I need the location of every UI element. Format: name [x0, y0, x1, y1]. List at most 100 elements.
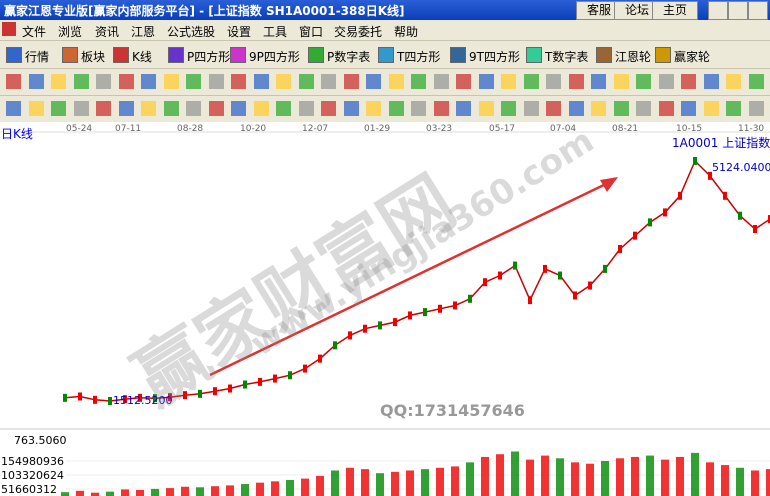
menu-item[interactable]: 资讯: [95, 25, 120, 39]
tool-icon[interactable]: [208, 74, 224, 89]
title-button[interactable]: 客服: [576, 1, 622, 20]
menu-item[interactable]: 文件: [22, 25, 47, 39]
tool-icon[interactable]: [613, 101, 629, 116]
tool-icon[interactable]: [141, 74, 156, 89]
tool-icon[interactable]: [613, 74, 629, 89]
tool-icon[interactable]: [388, 74, 404, 89]
tool-icon[interactable]: [168, 47, 184, 63]
tool-icon[interactable]: [748, 101, 764, 116]
tool-button[interactable]: 9T四方形: [469, 50, 520, 64]
tool-icon[interactable]: [96, 74, 111, 89]
menu-item[interactable]: 窗口: [299, 25, 324, 39]
tool-icon[interactable]: [73, 101, 89, 116]
tool-icon[interactable]: [681, 101, 696, 116]
tool-icon[interactable]: [298, 74, 314, 89]
tool-icon[interactable]: [6, 74, 21, 89]
tool-icon[interactable]: [343, 101, 359, 116]
tool-icon[interactable]: [276, 74, 291, 89]
menu-item[interactable]: 工具: [263, 25, 288, 39]
tool-icon[interactable]: [568, 101, 584, 116]
tool-icon[interactable]: [321, 101, 336, 116]
tool-icon[interactable]: [726, 74, 741, 89]
tool-icon[interactable]: [6, 101, 21, 116]
tool-icon[interactable]: [163, 74, 179, 89]
tool-button[interactable]: 江恩轮: [615, 50, 652, 64]
menu-item[interactable]: 江恩: [131, 25, 156, 39]
window-control[interactable]: [748, 1, 768, 20]
tool-icon[interactable]: [726, 101, 741, 116]
tool-icon[interactable]: [308, 47, 324, 63]
menu-item[interactable]: 交易委托: [334, 25, 383, 39]
tool-button[interactable]: K线: [132, 50, 152, 64]
tool-icon[interactable]: [523, 101, 539, 116]
tool-icon[interactable]: [456, 101, 471, 116]
tool-icon[interactable]: [366, 101, 381, 116]
tool-icon[interactable]: [501, 74, 516, 89]
tool-icon[interactable]: [636, 101, 651, 116]
tool-icon[interactable]: [456, 74, 471, 89]
menu-item[interactable]: 公式选股: [167, 25, 216, 39]
tool-icon[interactable]: [411, 74, 426, 89]
tool-icon[interactable]: [141, 101, 156, 116]
tool-button[interactable]: P四方形: [187, 50, 231, 64]
tool-icon[interactable]: [526, 47, 542, 63]
tool-icon[interactable]: [388, 101, 404, 116]
tool-icon[interactable]: [186, 74, 201, 89]
tool-icon[interactable]: [366, 74, 381, 89]
tool-icon[interactable]: [118, 101, 134, 116]
tool-icon[interactable]: [703, 74, 719, 89]
window-control[interactable]: [708, 1, 728, 20]
menu-item[interactable]: 设置: [227, 25, 252, 39]
tool-icon[interactable]: [546, 74, 561, 89]
tool-button[interactable]: 赢家轮: [674, 50, 711, 64]
tool-icon[interactable]: [658, 74, 674, 89]
tool-icon[interactable]: [230, 47, 246, 63]
title-button[interactable]: 主页: [652, 1, 698, 20]
menu-item[interactable]: 帮助: [394, 25, 419, 39]
tool-icon[interactable]: [636, 74, 651, 89]
tool-icon[interactable]: [118, 74, 134, 89]
tool-button[interactable]: T数字表: [545, 50, 589, 64]
tool-button[interactable]: 行情: [25, 50, 50, 64]
tool-icon[interactable]: [703, 101, 719, 116]
tool-icon[interactable]: [62, 47, 78, 63]
tool-icon[interactable]: [231, 101, 246, 116]
window-control[interactable]: [728, 1, 748, 20]
tool-icon[interactable]: [28, 101, 44, 116]
tool-icon[interactable]: [658, 101, 674, 116]
tool-button[interactable]: 板块: [81, 50, 106, 64]
title-button[interactable]: 论坛: [614, 1, 660, 20]
tool-icon[interactable]: [546, 101, 561, 116]
tool-icon[interactable]: [478, 101, 494, 116]
tool-icon[interactable]: [681, 74, 696, 89]
tool-icon[interactable]: [253, 101, 269, 116]
tool-icon[interactable]: [6, 47, 22, 63]
tool-icon[interactable]: [748, 74, 764, 89]
tool-icon[interactable]: [343, 74, 359, 89]
tool-icon[interactable]: [523, 74, 539, 89]
tool-icon[interactable]: [433, 101, 449, 116]
tool-button[interactable]: P数字表: [327, 50, 371, 64]
tool-icon[interactable]: [276, 101, 291, 116]
tool-icon[interactable]: [450, 47, 466, 63]
tool-icon[interactable]: [433, 74, 449, 89]
tool-icon[interactable]: [51, 101, 66, 116]
tool-icon[interactable]: [113, 47, 129, 63]
tool-icon[interactable]: [501, 101, 516, 116]
tool-icon[interactable]: [478, 74, 494, 89]
tool-icon[interactable]: [96, 101, 111, 116]
tool-icon[interactable]: [411, 101, 426, 116]
menu-item[interactable]: 浏览: [58, 25, 83, 39]
tool-icon[interactable]: [231, 74, 246, 89]
tool-icon[interactable]: [596, 47, 612, 63]
tool-icon[interactable]: [591, 101, 606, 116]
tool-button[interactable]: 9P四方形: [249, 50, 300, 64]
tool-icon[interactable]: [568, 74, 584, 89]
tool-icon[interactable]: [253, 74, 269, 89]
tool-icon[interactable]: [655, 47, 671, 63]
tool-icon[interactable]: [186, 101, 201, 116]
tool-icon[interactable]: [28, 74, 44, 89]
tool-icon[interactable]: [591, 74, 606, 89]
tool-icon[interactable]: [298, 101, 314, 116]
tool-icon[interactable]: [163, 101, 179, 116]
